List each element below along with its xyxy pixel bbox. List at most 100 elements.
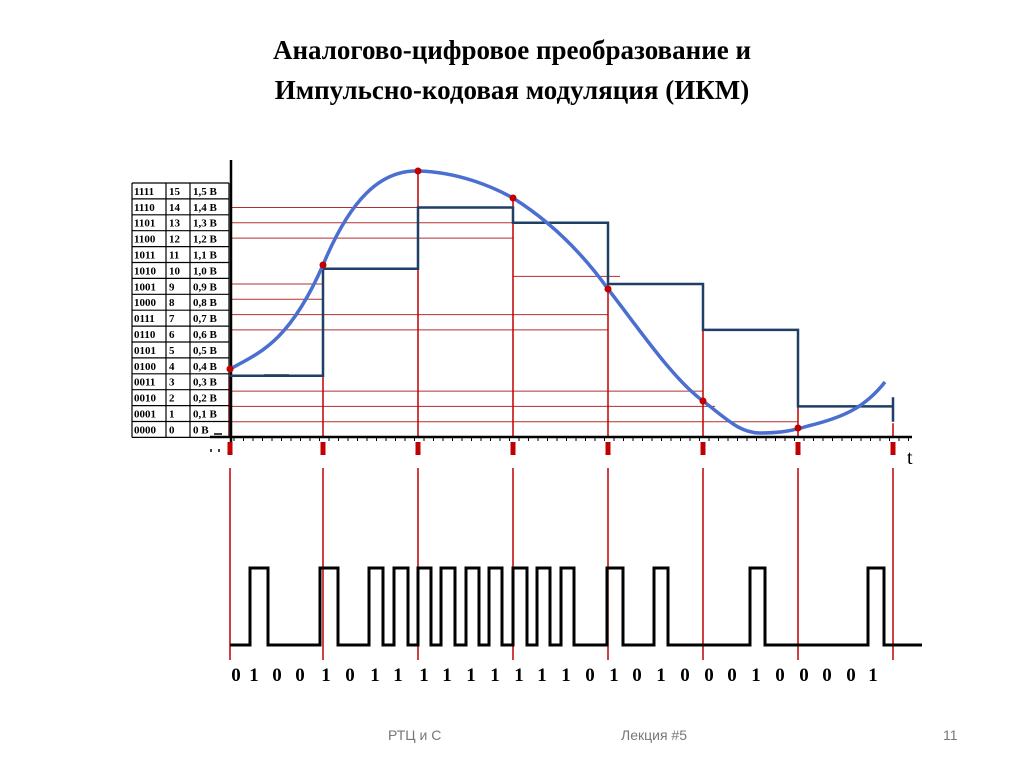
bit-label: 1: [514, 665, 524, 686]
bit-label: 0: [680, 665, 690, 686]
bit-label: 0: [231, 665, 241, 686]
level-n: 0: [169, 424, 175, 436]
level-volt: 0,9 В: [193, 281, 218, 293]
level-volt: 1,3 В: [193, 218, 218, 230]
bit-label: 0: [585, 665, 595, 686]
bit-label: 0: [727, 665, 737, 686]
level-code: 0011: [134, 377, 155, 389]
bit-label: 0: [345, 665, 355, 686]
level-code: 0010: [134, 393, 157, 405]
sample-tick: [605, 442, 611, 455]
level-n: 12: [169, 234, 181, 246]
sample-point: [414, 167, 422, 175]
title-line-1: Аналогово-цифровое преобразование и: [272, 35, 752, 65]
sample-tick: [227, 442, 233, 455]
bit-label: 1: [321, 665, 331, 686]
bit-label: 1: [466, 665, 476, 686]
level-n: 5: [169, 345, 175, 357]
level-code: 1101: [134, 218, 155, 230]
level-n: 3: [169, 377, 175, 389]
level-volt: 1,1 В: [193, 250, 218, 262]
level-n: 7: [169, 313, 175, 325]
sample-tick: [890, 442, 896, 455]
sample-point: [509, 194, 517, 202]
bit-label: 1: [561, 665, 571, 686]
bit-label: 0: [632, 665, 642, 686]
level-code: 1011: [134, 250, 155, 262]
level-n: 11: [169, 250, 179, 262]
bit-label: 0: [295, 665, 305, 686]
bit-label: 1: [370, 665, 380, 686]
level-code: 0001: [134, 409, 156, 421]
bit-label: 1: [656, 665, 666, 686]
sample-tick: [700, 442, 706, 455]
bit-label: 1: [609, 665, 619, 686]
sample-points: [226, 167, 802, 432]
bit-label: 0: [799, 665, 809, 686]
level-volt: 1,4 В: [193, 202, 218, 214]
sample-tick: [415, 442, 421, 455]
pcm-pulse-train: [230, 566, 922, 647]
level-volt: 0,4 В: [193, 361, 218, 373]
level-volt: 0,8 В: [193, 297, 218, 309]
level-volt: 1,5 В: [193, 186, 218, 198]
level-volt: 0 В: [193, 424, 209, 436]
footer-lecture: Лекция #5: [621, 727, 687, 743]
level-n: 13: [169, 218, 181, 230]
level-volt: 0,1 В: [193, 409, 218, 421]
quantization-level-lines: [230, 207, 798, 423]
analog-signal-curve: [229, 169, 887, 435]
axes: [210, 160, 912, 452]
level-code: 0110: [134, 329, 156, 341]
sample-point: [604, 285, 612, 293]
level-code: 0000: [134, 424, 157, 436]
level-code: 0111: [134, 313, 155, 325]
sample-point: [699, 397, 707, 405]
bit-label: 0: [846, 665, 856, 686]
slide-title: Аналогово-цифровое преобразование и Импу…: [0, 30, 1024, 110]
level-n: 8: [169, 297, 175, 309]
sample-tick: [320, 442, 326, 455]
bit-label: 1: [419, 665, 429, 686]
bit-label: 0: [272, 665, 282, 686]
footer-course: РТЦ и С: [388, 727, 442, 743]
bit-label: 0: [704, 665, 714, 686]
sample-point: [226, 365, 234, 373]
title-line-2: Импульсно-кодовая модуляция (ИКМ): [274, 75, 750, 105]
bit-label: 1: [490, 665, 500, 686]
sample-point: [319, 261, 327, 269]
level-volt: 0,7 В: [193, 313, 218, 325]
sample-tick: [510, 442, 516, 455]
level-n: 14: [169, 202, 181, 214]
sample-point: [794, 424, 802, 432]
bit-label: 0: [775, 665, 785, 686]
bit-label: 1: [868, 665, 878, 686]
level-n: 2: [169, 393, 175, 405]
sample-tick: [795, 442, 801, 455]
level-n: 4: [169, 361, 175, 373]
bit-label: 1: [249, 665, 259, 686]
level-volt: 1,2 В: [193, 234, 218, 246]
level-volt: 0,3 В: [193, 377, 218, 389]
bit-label: 1: [537, 665, 547, 686]
level-n: 6: [169, 329, 175, 341]
bit-label: 0: [822, 665, 832, 686]
level-code: 0101: [134, 345, 156, 357]
level-code: 1010: [134, 265, 157, 277]
level-n: 15: [169, 186, 181, 198]
level-code: 1110: [134, 202, 155, 214]
level-code: 1001: [134, 281, 156, 293]
level-code: 1111: [134, 186, 154, 198]
level-volt: 0,6 В: [193, 329, 218, 341]
level-code: 1100: [134, 234, 156, 246]
level-volt: 1,0 В: [193, 265, 218, 277]
footer-page-number: 11: [943, 727, 958, 743]
level-volt: 0,5 В: [193, 345, 218, 357]
level-volt: 0,2 В: [193, 393, 218, 405]
level-code: 1000: [134, 297, 157, 309]
level-n: 10: [169, 265, 181, 277]
level-n: 9: [169, 281, 175, 293]
